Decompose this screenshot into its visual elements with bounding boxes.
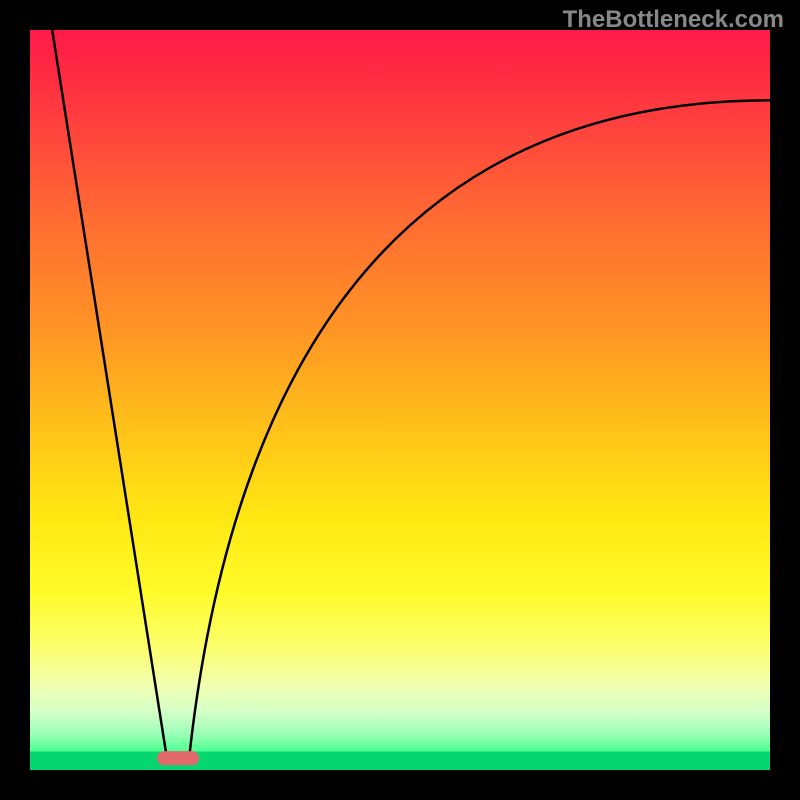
green-baseline-band — [30, 752, 770, 771]
plot-background — [30, 30, 770, 770]
optimal-point-marker — [157, 751, 199, 765]
chart-stage: TheBottleneck.com — [0, 0, 800, 800]
bottleneck-chart — [0, 0, 800, 800]
watermark-text: TheBottleneck.com — [563, 6, 784, 34]
